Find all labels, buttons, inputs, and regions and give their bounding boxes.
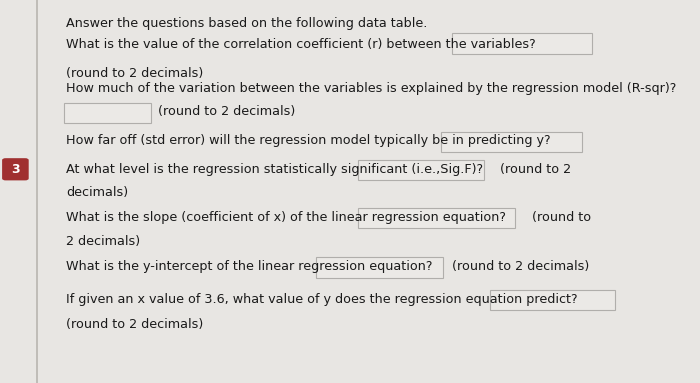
FancyBboxPatch shape	[64, 103, 151, 123]
Text: (round to 2: (round to 2	[500, 163, 572, 176]
FancyBboxPatch shape	[2, 158, 29, 180]
Text: What is the y-intercept of the linear regression equation?: What is the y-intercept of the linear re…	[66, 260, 433, 273]
Text: How much of the variation between the variables is explained by the regression m: How much of the variation between the va…	[66, 82, 677, 95]
FancyBboxPatch shape	[358, 160, 484, 180]
Text: If given an x value of 3.6, what value of y does the regression equation predict: If given an x value of 3.6, what value o…	[66, 293, 578, 306]
Text: (round to 2 decimals): (round to 2 decimals)	[66, 67, 204, 80]
Text: 3: 3	[11, 163, 20, 176]
Text: At what level is the regression statistically significant (i.e.,Sig.F)?: At what level is the regression statisti…	[66, 163, 484, 176]
FancyBboxPatch shape	[490, 290, 615, 310]
FancyBboxPatch shape	[316, 257, 443, 278]
Text: (round to 2 decimals): (round to 2 decimals)	[66, 318, 204, 331]
Text: decimals): decimals)	[66, 186, 129, 199]
Bar	[36, 0, 38, 383]
Text: What is the slope (coefficient of x) of the linear regression equation?: What is the slope (coefficient of x) of …	[66, 211, 507, 224]
Text: What is the value of the correlation coefficient (r) between the variables?: What is the value of the correlation coe…	[66, 38, 536, 51]
Text: How far off (std error) will the regression model typically be in predicting y?: How far off (std error) will the regress…	[66, 134, 551, 147]
Text: Answer the questions based on the following data table.: Answer the questions based on the follow…	[66, 17, 428, 30]
Text: 2 decimals): 2 decimals)	[66, 235, 141, 248]
FancyBboxPatch shape	[358, 208, 514, 228]
Text: (round to 2 decimals): (round to 2 decimals)	[452, 260, 589, 273]
Text: (round to 2 decimals): (round to 2 decimals)	[158, 105, 295, 118]
Text: (round to: (round to	[532, 211, 591, 224]
FancyBboxPatch shape	[452, 33, 592, 54]
FancyBboxPatch shape	[441, 132, 582, 152]
